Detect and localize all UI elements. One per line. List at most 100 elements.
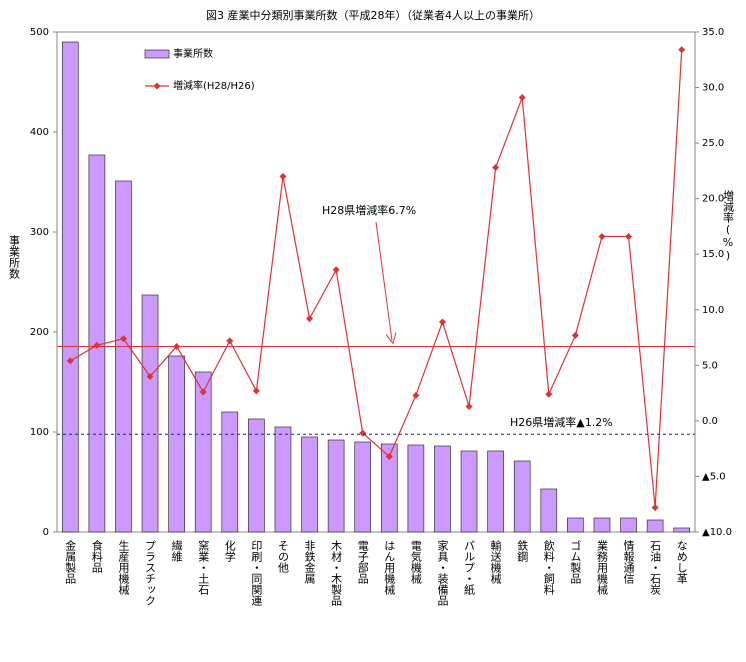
- x-tick-label: 印刷・同関連: [250, 540, 263, 606]
- x-tick-label: 鉄鋼: [516, 539, 529, 563]
- x-tick-label: 飲料・飼料: [542, 539, 555, 596]
- marker: [66, 357, 74, 365]
- y2-tick-label: 5.0: [702, 360, 718, 371]
- y2-tick-label: 30.0: [702, 83, 724, 94]
- x-tick-label: 非鉄金属: [303, 540, 316, 585]
- bar: [434, 445, 451, 533]
- bar: [673, 527, 691, 533]
- y-tick-label: 100: [30, 427, 49, 438]
- marker: [438, 318, 446, 326]
- marker: [492, 164, 500, 172]
- x-tick-label: プラスチック: [144, 540, 157, 606]
- y2-tick-label: 20.0: [702, 194, 724, 205]
- marker: [625, 232, 633, 240]
- marker: [226, 337, 234, 345]
- x-tick-label: 窯業・土石: [197, 539, 210, 595]
- chart-title: 図3 産業中分類別事業所数（平成28年）（従業者4人以上の事業所）: [206, 8, 540, 22]
- legend-swatch: [153, 82, 161, 90]
- x-tick-label: 生産用機械: [117, 539, 130, 596]
- annotation: H26県増減率▲1.2%: [510, 415, 613, 429]
- y-tick-label: 200: [30, 327, 49, 338]
- bar: [513, 460, 531, 533]
- bar: [115, 180, 132, 533]
- marker: [306, 315, 314, 323]
- marker: [651, 504, 659, 512]
- x-tick-label: 業務用機械: [595, 540, 608, 596]
- y-axis-title: 事業所数: [8, 235, 21, 280]
- y-tick-label: 500: [30, 27, 49, 38]
- x-tick-label: その他: [276, 540, 289, 573]
- y2-tick-label: 15.0: [702, 249, 724, 260]
- bar: [274, 426, 292, 533]
- marker: [598, 232, 606, 240]
- annotation-arrow: [375, 221, 393, 341]
- bar: [168, 355, 185, 533]
- y2-tick-label: ▲10.0: [702, 527, 732, 538]
- x-tick-label: 家具・装備品: [436, 539, 449, 606]
- marker: [545, 390, 553, 398]
- y2-tick-label: 0.0: [702, 416, 718, 427]
- marker: [146, 372, 154, 380]
- marker: [412, 391, 420, 399]
- y-tick-label: 300: [30, 227, 49, 238]
- marker: [332, 266, 340, 274]
- bar: [380, 443, 398, 533]
- bar: [194, 371, 212, 533]
- x-tick-label: 食料品: [90, 539, 103, 573]
- marker: [119, 335, 127, 343]
- bar: [460, 450, 478, 533]
- x-tick-label: 情報通信: [622, 540, 635, 585]
- x-tick-label: ゴム製品: [569, 539, 582, 584]
- bar: [646, 519, 664, 533]
- line: [69, 49, 683, 508]
- bar: [248, 418, 265, 533]
- bar: [487, 450, 504, 533]
- x-tick-label: 化学: [223, 539, 236, 562]
- x-tick-label: 木材・木製品: [330, 540, 343, 606]
- bar: [540, 488, 558, 533]
- x-tick-label: 電子部品: [356, 540, 369, 584]
- bar: [61, 41, 79, 533]
- y2-tick-label: 10.0: [702, 305, 724, 316]
- x-tick-label: 金属製品: [64, 539, 77, 584]
- bar: [141, 294, 159, 533]
- bar: [221, 411, 239, 533]
- bar: [301, 436, 318, 533]
- marker: [571, 331, 579, 339]
- x-tick-label: パルプ・紙: [463, 540, 476, 595]
- bar: [327, 439, 345, 533]
- y2-tick-label: 35.0: [702, 27, 724, 38]
- legend-swatch: [144, 49, 170, 59]
- x-tick-label: 石油・石炭: [649, 540, 662, 596]
- annotation: H28県増減率6.7%: [322, 203, 416, 217]
- annotation-arrowhead: [385, 332, 397, 345]
- bar: [354, 441, 372, 533]
- bar: [407, 444, 425, 533]
- marker: [465, 402, 473, 410]
- marker: [385, 452, 393, 460]
- plot-frame: [56, 31, 696, 533]
- marker: [93, 341, 101, 349]
- y2-tick-label: 25.0: [702, 138, 724, 149]
- x-tick-label: 電気機械: [409, 540, 422, 585]
- marker: [279, 172, 287, 180]
- marker: [678, 46, 686, 54]
- legend-label: 事業所数: [173, 47, 213, 60]
- y2-axis-title: 増減率(%): [722, 190, 735, 262]
- bar: [567, 517, 584, 533]
- x-tick-label: 繊維: [170, 540, 183, 562]
- marker: [359, 429, 367, 437]
- marker: [199, 388, 207, 396]
- y-tick-label: 0: [43, 527, 49, 538]
- marker: [518, 94, 526, 102]
- legend-label: 増減率(H28/H26): [173, 79, 255, 92]
- x-tick-label: なめし革: [675, 540, 688, 584]
- y-tick-label: 400: [30, 127, 49, 138]
- bar: [620, 517, 637, 533]
- marker: [252, 387, 260, 395]
- x-tick-label: 輸送機械: [489, 539, 502, 585]
- y2-tick-label: ▲5.0: [702, 471, 726, 482]
- bar: [593, 517, 611, 533]
